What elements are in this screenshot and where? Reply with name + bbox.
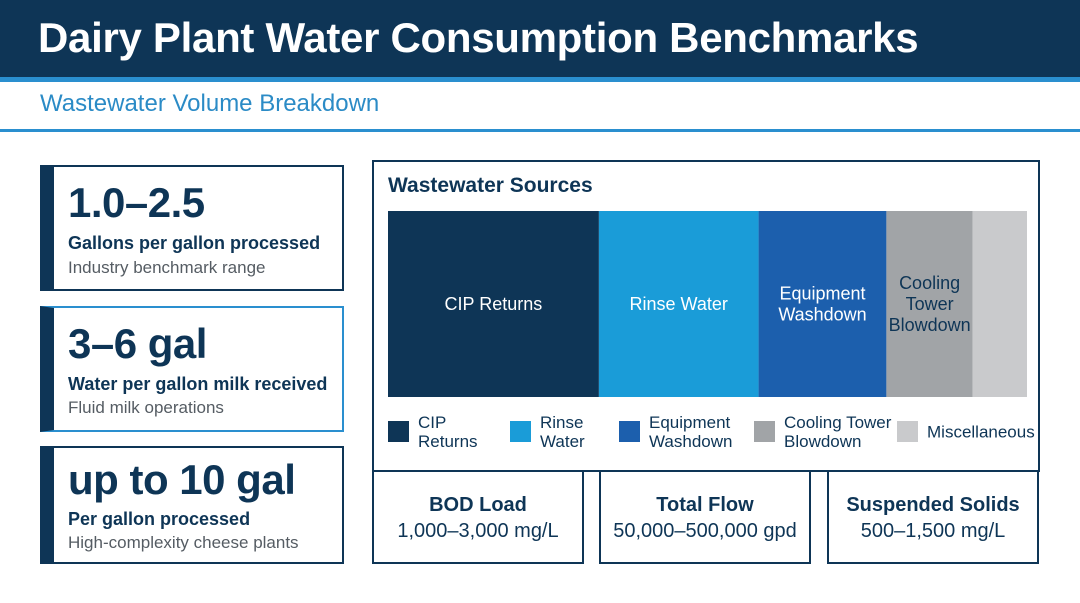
bar-segment-4 [972,211,1027,397]
legend-label-3: Cooling Tower Blowdown [784,413,892,451]
stacked-bar-chart: CIP Returns Rinse Water Equipment Washdown C… [388,211,1035,451]
bar-label-2: Equipment Washdown [778,284,866,325]
legend-swatch-2 [619,421,640,442]
legend-label-1: Rinse Water [540,413,585,451]
stat-value: up to 10 gal [68,456,296,503]
stat-label: Per gallon processed [68,509,251,529]
bar-label-1: Rinse Water [630,294,728,314]
bar-segment-0 [388,211,599,397]
bar-segment-1 [598,211,759,397]
metric-card-bod-load: BOD Load 1,000–3,000 mg/L [372,470,584,564]
stat-value: 1.0–2.5 [68,179,205,226]
bar-segment-2 [758,211,887,397]
header-accent-rule [0,77,1080,82]
wastewater-sources-chart: Wastewater Sources CIP Returns Rinse Wate… [372,160,1040,472]
metric-label: BOD Load [429,494,527,516]
stat-label: Gallons per gallon processed [68,233,321,253]
stat-note: Fluid milk operations [68,398,224,417]
chart-title: Wastewater Sources [388,174,593,197]
stat-card-fluid-milk: 3–6 gal Water per gallon milk received F… [40,306,344,432]
metric-value: 1,000–3,000 mg/L [397,520,559,542]
header-bar [0,0,1080,77]
stat-note: High-complexity cheese plants [68,533,299,552]
bar-segment-3 [886,211,973,397]
metric-card-suspended-solids: Suspended Solids 500–1,500 mg/L [827,470,1039,564]
bar-label-3: Cooling Tower Blowdown [889,273,971,335]
metric-value: 500–1,500 mg/L [860,520,1006,542]
legend-swatch-0 [388,421,409,442]
stat-value: 3–6 gal [68,320,207,367]
stat-note: Industry benchmark range [68,258,266,277]
metric-label: Suspended Solids [846,494,1020,516]
metric-card-total-flow: Total Flow 50,000–500,000 gpd [599,470,811,564]
metric-label: Total Flow [656,494,754,516]
stat-card-cheese-plants: up to 10 gal Per gallon processed High-c… [40,446,344,564]
metric-value: 50,000–500,000 gpd [613,520,797,542]
stat-label: Water per gallon milk received [68,374,328,394]
subtitle-rule [0,129,1080,132]
legend-swatch-1 [510,421,531,442]
bar-label-0: CIP Returns [445,294,543,314]
legend-label-4: Miscellaneous [927,423,1035,442]
page-title: Dairy Plant Water Consumption Benchmarks [38,14,919,61]
legend-swatch-4 [897,421,918,442]
stat-card-benchmark: 1.0–2.5 Gallons per gallon processed Ind… [40,165,344,291]
page-subtitle: Wastewater Volume Breakdown [40,90,380,117]
legend-label-0: CIP Returns [418,413,478,451]
legend-swatch-3 [754,421,775,442]
legend-label-2: Equipment Washdown [649,413,732,451]
